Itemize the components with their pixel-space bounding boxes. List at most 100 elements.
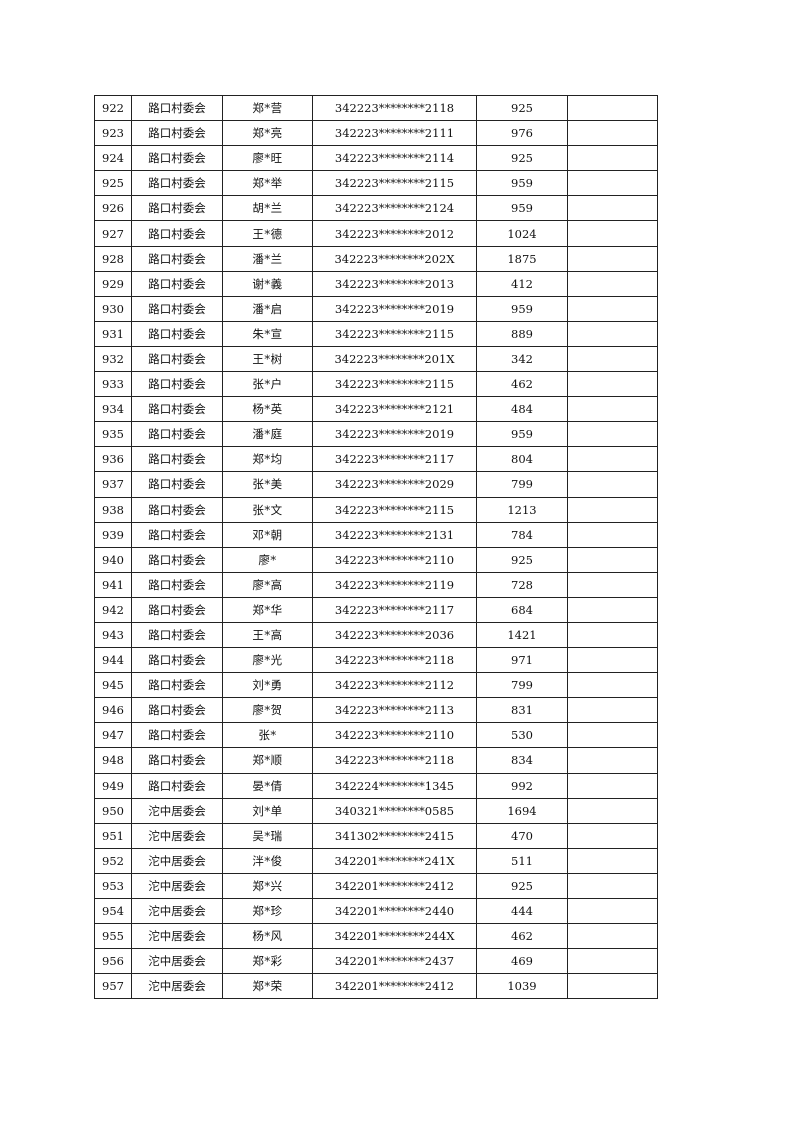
- remark-cell: [567, 320, 658, 347]
- name-cell: 泮*俊: [222, 847, 313, 874]
- table-row: 934 路口村委会 杨*英 342223********2121 484: [94, 396, 658, 423]
- row-number-cell: 942: [94, 596, 132, 623]
- amount-cell: 444: [476, 897, 568, 925]
- row-number-cell: 949: [94, 772, 132, 799]
- table-row: 939 路口村委会 邓*朝 342223********2131 784: [94, 521, 658, 548]
- row-number-cell: 925: [94, 170, 132, 197]
- table-row: 957 沱中居委会 郑*荣 342201********2412 1039: [94, 973, 658, 1000]
- amount-cell: 1213: [476, 496, 568, 523]
- row-number-cell: 929: [94, 270, 132, 297]
- id-number-cell: 342223********2121: [312, 396, 477, 423]
- committee-cell: 路口村委会: [131, 345, 223, 373]
- remark-cell: [567, 897, 658, 925]
- table-row: 956 沱中居委会 郑*彩 342201********2437 469: [94, 948, 658, 975]
- name-cell: 张*美: [222, 471, 313, 498]
- id-number-cell: 342223********2118: [312, 647, 477, 674]
- name-cell: 郑*兴: [222, 872, 313, 900]
- committee-cell: 路口村委会: [131, 697, 223, 724]
- id-number-cell: 342223********2119: [312, 571, 477, 598]
- name-cell: 郑*华: [222, 596, 313, 623]
- id-number-cell: 342223********2115: [312, 170, 477, 197]
- id-number-cell: 342223********2110: [312, 546, 477, 573]
- amount-cell: 959: [476, 421, 568, 448]
- amount-cell: 959: [476, 170, 568, 197]
- committee-cell: 路口村委会: [131, 170, 223, 197]
- remark-cell: [567, 220, 658, 247]
- row-number-cell: 943: [94, 621, 132, 649]
- amount-cell: 1875: [476, 245, 568, 272]
- row-number-cell: 953: [94, 872, 132, 900]
- id-number-cell: 342223********2131: [312, 521, 477, 548]
- id-number-cell: 342223********2029: [312, 471, 477, 498]
- id-number-cell: 342223********2019: [312, 295, 477, 322]
- row-number-cell: 931: [94, 320, 132, 347]
- name-cell: 张*文: [222, 496, 313, 523]
- name-cell: 潘*兰: [222, 245, 313, 272]
- committee-cell: 路口村委会: [131, 446, 223, 473]
- amount-cell: 971: [476, 647, 568, 674]
- amount-cell: 469: [476, 948, 568, 975]
- row-number-cell: 951: [94, 822, 132, 849]
- amount-cell: 925: [476, 872, 568, 900]
- row-number-cell: 954: [94, 897, 132, 925]
- table-row: 922 路口村委会 郑*营 342223********2118 925: [94, 94, 658, 122]
- table-row: 948 路口村委会 郑*顺 342223********2118 834: [94, 747, 658, 774]
- row-number-cell: 956: [94, 948, 132, 975]
- table-row: 943 路口村委会 王*高 342223********2036 1421: [94, 621, 658, 649]
- remark-cell: [567, 170, 658, 197]
- row-number-cell: 928: [94, 245, 132, 272]
- remark-cell: [567, 145, 658, 172]
- amount-cell: 925: [476, 546, 568, 573]
- row-number-cell: 938: [94, 496, 132, 523]
- row-number-cell: 945: [94, 672, 132, 699]
- table-row: 942 路口村委会 郑*华 342223********2117 684: [94, 596, 658, 623]
- remark-cell: [567, 847, 658, 874]
- remark-cell: [567, 471, 658, 498]
- id-number-cell: 342223********2117: [312, 596, 477, 623]
- name-cell: 廖*光: [222, 647, 313, 674]
- table-row: 945 路口村委会 刘*勇 342223********2112 799: [94, 672, 658, 699]
- row-number-cell: 932: [94, 345, 132, 373]
- id-number-cell: 342201********241X: [312, 847, 477, 874]
- amount-cell: 925: [476, 145, 568, 172]
- remark-cell: [567, 295, 658, 322]
- committee-cell: 路口村委会: [131, 672, 223, 699]
- table-row: 927 路口村委会 王*德 342223********2012 1024: [94, 220, 658, 247]
- amount-cell: 728: [476, 571, 568, 598]
- row-number-cell: 952: [94, 847, 132, 874]
- id-number-cell: 342223********2115: [312, 371, 477, 398]
- id-number-cell: 342201********2412: [312, 973, 477, 1000]
- name-cell: 郑*彩: [222, 948, 313, 975]
- id-number-cell: 342201********2412: [312, 872, 477, 900]
- table-row: 954 沱中居委会 郑*珍 342201********2440 444: [94, 897, 658, 925]
- row-number-cell: 930: [94, 295, 132, 322]
- remark-cell: [567, 245, 658, 272]
- committee-cell: 路口村委会: [131, 145, 223, 172]
- table-row: 940 路口村委会 廖* 342223********2110 925: [94, 546, 658, 573]
- name-cell: 张*: [222, 722, 313, 749]
- committee-cell: 路口村委会: [131, 245, 223, 272]
- committee-cell: 路口村委会: [131, 722, 223, 749]
- table-row: 924 路口村委会 廖*旺 342223********2114 925: [94, 145, 658, 172]
- amount-cell: 1024: [476, 220, 568, 247]
- remark-cell: [567, 521, 658, 548]
- committee-cell: 路口村委会: [131, 747, 223, 774]
- committee-cell: 路口村委会: [131, 647, 223, 674]
- committee-cell: 路口村委会: [131, 471, 223, 498]
- remark-cell: [567, 923, 658, 950]
- amount-cell: 484: [476, 396, 568, 423]
- committee-cell: 路口村委会: [131, 94, 223, 122]
- amount-cell: 834: [476, 747, 568, 774]
- remark-cell: [567, 571, 658, 598]
- remark-cell: [567, 973, 658, 1000]
- id-number-cell: 342223********2115: [312, 320, 477, 347]
- amount-cell: 462: [476, 923, 568, 950]
- name-cell: 廖*: [222, 546, 313, 573]
- remark-cell: [567, 195, 658, 222]
- row-number-cell: 936: [94, 446, 132, 473]
- amount-cell: 992: [476, 772, 568, 799]
- amount-cell: 889: [476, 320, 568, 347]
- table-row: 955 沱中居委会 杨*风 342201********244X 462: [94, 923, 658, 950]
- remark-cell: [567, 621, 658, 649]
- remark-cell: [567, 722, 658, 749]
